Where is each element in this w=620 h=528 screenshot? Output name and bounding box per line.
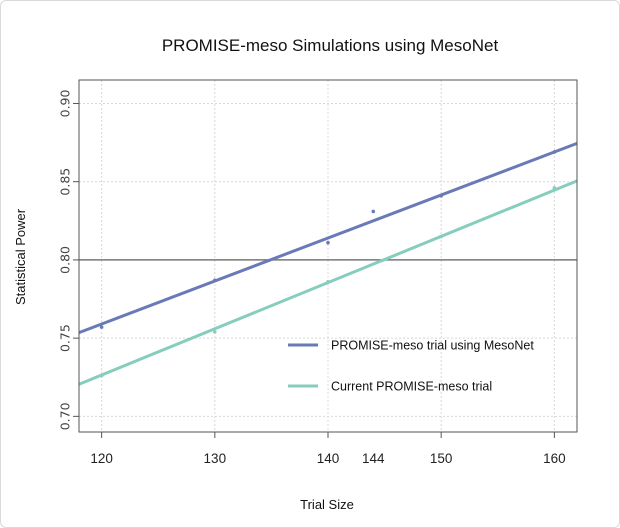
x-tick-label-0: 120 [90, 451, 113, 466]
y-tick-label-1: 0.75 [57, 324, 72, 352]
x-axis-label: Trial Size [300, 497, 354, 512]
data-point-0-1 [213, 278, 217, 283]
x-tick-label-1: 130 [204, 451, 227, 466]
data-point-0-0 [99, 325, 104, 329]
data-point-0-5 [552, 150, 557, 154]
x-axis: 120 130 140 144 150 160 [90, 432, 566, 466]
legend: PROMISE-meso trial using MesoNet Current … [288, 339, 534, 394]
chart-title: PROMISE-meso Simulations using MesoNet [162, 36, 499, 55]
y-tick-label-0: 0.70 [57, 402, 72, 430]
y-axis: 0.70 0.75 0.80 0.85 0.90 [57, 90, 79, 430]
y-tick-label-4: 0.90 [57, 90, 72, 118]
x-tick-label-4: 150 [430, 451, 453, 466]
data-point-1-2 [326, 280, 330, 284]
y-axis-label: Statistical Power [13, 208, 28, 305]
grid [79, 80, 577, 432]
series-line-0 [78, 141, 578, 335]
y-tick-label-3: 0.85 [57, 168, 72, 196]
legend-label-1: Current PROMISE-meso trial [331, 380, 492, 394]
x-tick-label-5: 160 [543, 451, 566, 466]
data-point-0-2 [326, 240, 330, 245]
x-tick-label-3: 144 [362, 451, 385, 466]
data-point-1-3 [439, 234, 443, 239]
data-point-1-4 [552, 186, 557, 190]
data-point-1-1 [213, 330, 217, 334]
data-point-0-3 [371, 209, 376, 214]
x-tick-label-2: 140 [317, 451, 340, 466]
data-point-0-4 [439, 193, 443, 198]
series-points [99, 150, 557, 378]
y-tick-label-2: 0.80 [57, 246, 72, 274]
data-point-1-0 [99, 373, 104, 378]
legend-label-0: PROMISE-meso trial using MesoNet [331, 339, 534, 353]
